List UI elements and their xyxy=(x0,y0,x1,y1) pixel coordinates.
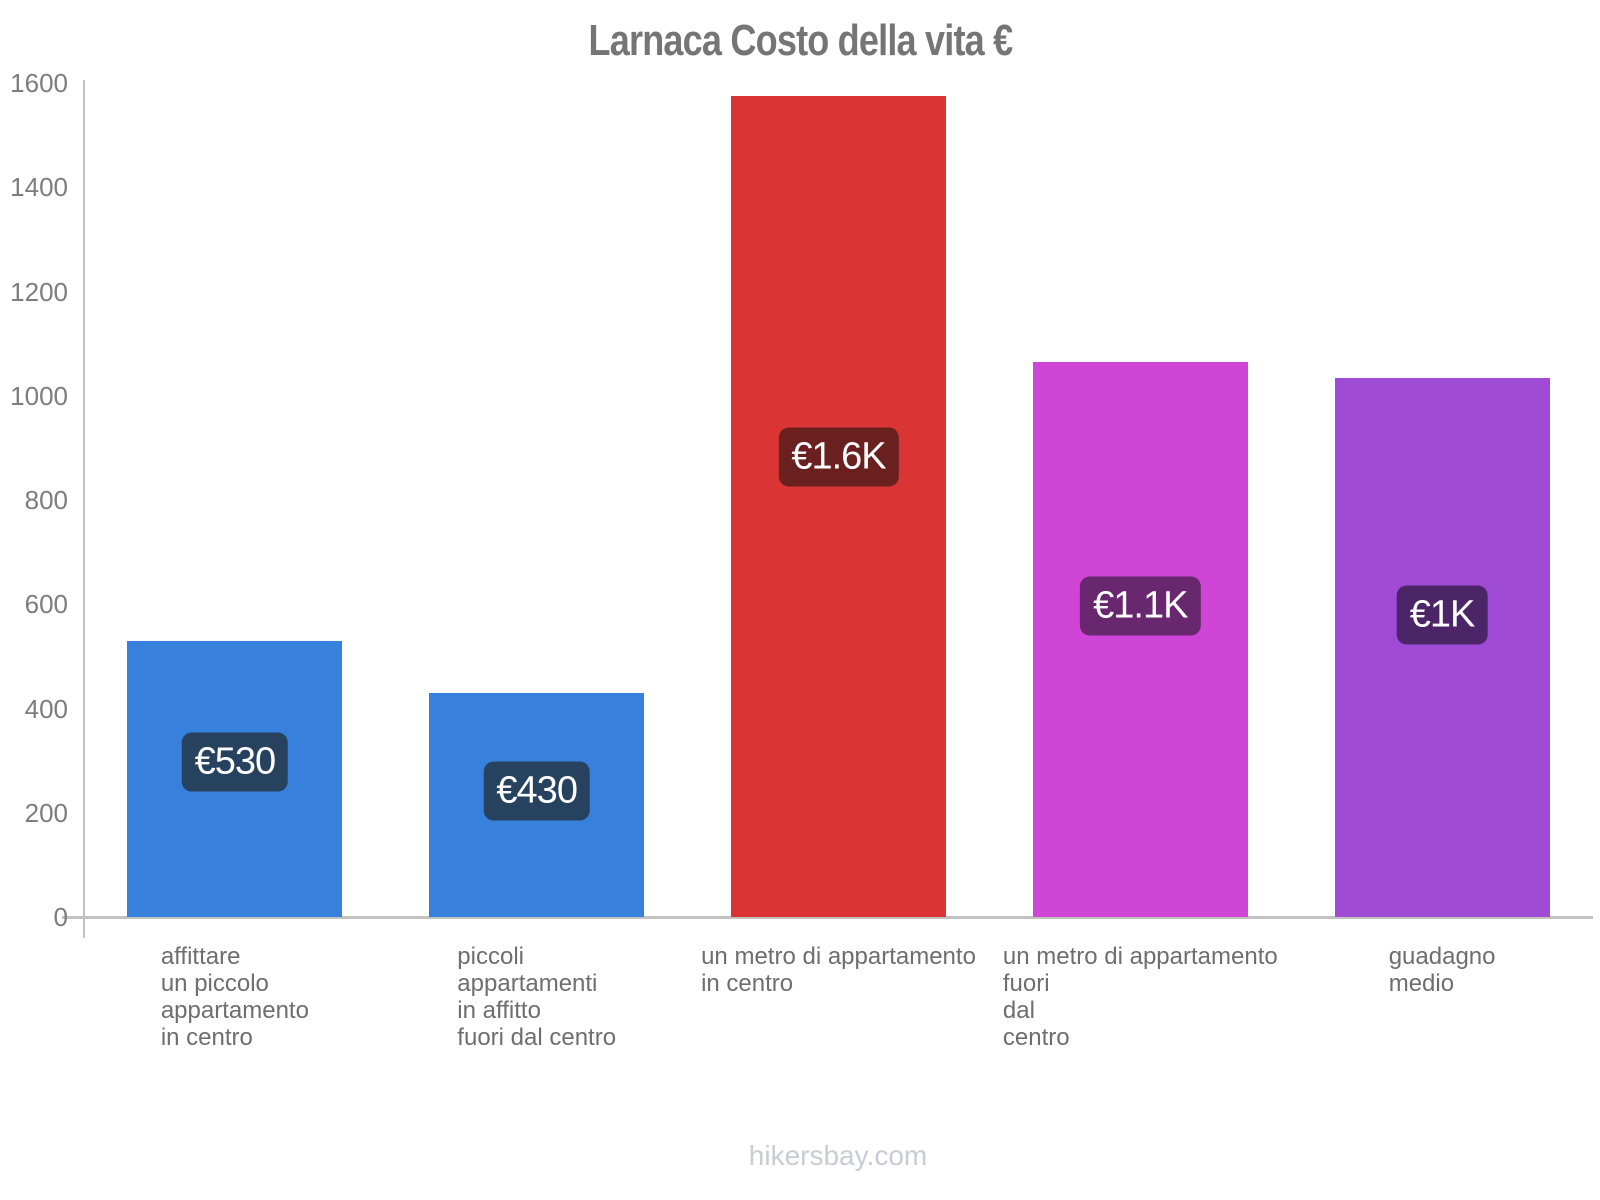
category-label: un metro di appartamento fuori dal centr… xyxy=(1002,943,1278,1051)
bar-4 xyxy=(1032,361,1248,917)
bar-value-label: €1.6K xyxy=(778,427,899,487)
chart-title-text: Larnaca Costo della vita € xyxy=(588,16,1013,65)
bar-value-label: €1K xyxy=(1396,585,1488,645)
y-axis-tick-label: 200 xyxy=(24,797,68,828)
bar-5 xyxy=(1334,377,1550,917)
bar-value-label: €430 xyxy=(483,761,590,821)
y-axis-line xyxy=(83,80,85,938)
y-axis-tick-label: 1600 xyxy=(10,68,68,98)
footer-watermark: hikersbay.com xyxy=(748,1140,928,1171)
y-axis-tick-label: 1200 xyxy=(10,276,68,307)
category-label: un metro di appartamento in centro xyxy=(701,943,976,997)
y-axis-tick-label: 800 xyxy=(24,485,68,515)
category-label: guadagno medio xyxy=(1388,943,1496,997)
y-axis-tick-label: 1400 xyxy=(10,172,68,203)
bar-3 xyxy=(731,96,946,917)
y-axis-tick-label: 400 xyxy=(24,693,68,724)
y-axis-tick-label: 1000 xyxy=(10,380,68,411)
category-label: affittare un piccolo appartamento in cen… xyxy=(160,943,309,1051)
category-label: piccoli appartamenti in affitto fuori da… xyxy=(457,943,617,1051)
y-axis-tick-label: 600 xyxy=(24,589,68,620)
bar-value-label: €1.1K xyxy=(1080,576,1201,636)
bar-value-label: €530 xyxy=(181,732,289,792)
x-axis-line xyxy=(62,916,1593,919)
chart-title: Larnaca Costo della vita € xyxy=(0,16,1600,66)
y-axis-tick-label: 0 xyxy=(53,902,68,932)
